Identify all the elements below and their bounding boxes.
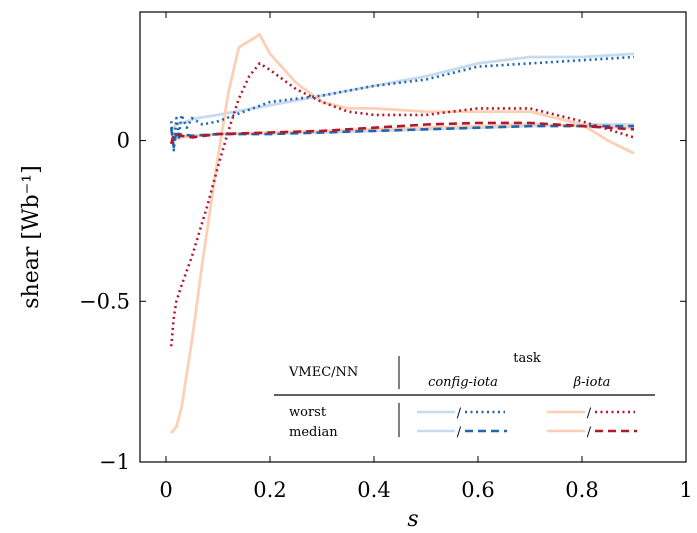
series-layer <box>169 33 635 434</box>
x-tick-label: 0 <box>159 478 172 502</box>
x-tick-label: 0.2 <box>253 478 286 502</box>
x-axis-label: s <box>407 507 418 532</box>
series-beta-iota-worst-vmec <box>170 33 635 434</box>
x-tick-label: 0.4 <box>357 478 390 502</box>
legend-row-header: VMEC/NN <box>288 365 358 380</box>
y-tick-label: 0 <box>117 129 130 153</box>
series-beta-iota-median-nn <box>169 121 635 145</box>
x-tick-label: 0.8 <box>565 478 598 502</box>
legend-separator: / <box>587 425 592 440</box>
legend-group-header: task <box>513 351 541 366</box>
legend-column-beta-iota: β-iota <box>573 375 611 390</box>
x-tick-label: 1 <box>679 478 692 502</box>
y-tick-label: −1 <box>99 450 130 474</box>
series-beta-iota-worst-nn <box>169 62 635 347</box>
y-tick-label: −0.5 <box>79 289 130 313</box>
legend-separator: / <box>457 425 462 440</box>
x-tick-label: 0.6 <box>461 478 494 502</box>
legend-row-median: median <box>289 425 338 440</box>
legend-row-worst: worst <box>289 405 327 420</box>
series-config-iota-worst-vmec <box>170 52 635 132</box>
legend-separator: / <box>457 406 462 421</box>
legend: VMEC/NN task config-iota β-iota worst me… <box>274 351 655 440</box>
legend-column-config-iota: config-iota <box>428 375 498 390</box>
series-config-iota-worst-nn <box>169 55 635 152</box>
ticks-layer: 0 0.2 0.4 0.6 0.8 1 0 −0.5 −1 <box>79 12 693 502</box>
legend-separator: / <box>587 406 592 421</box>
plot-frame <box>139 11 687 463</box>
y-axis-label: shear [Wb⁻¹] <box>19 165 44 308</box>
